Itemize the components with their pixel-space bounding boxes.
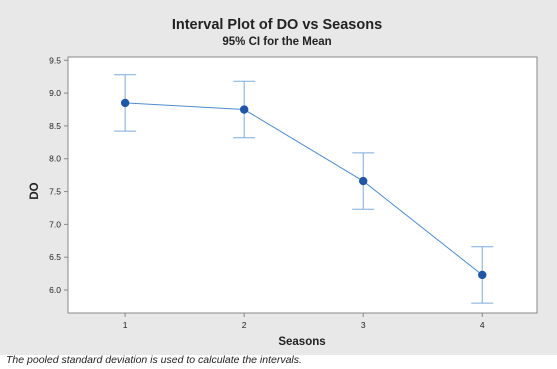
y-tick-label: 6.0	[49, 285, 61, 295]
x-tick-label: 1	[123, 320, 128, 330]
error-bars	[114, 74, 494, 304]
y-tick-label: 7.0	[49, 219, 61, 229]
x-tick-label: 2	[242, 320, 247, 330]
x-tick-label: 4	[480, 320, 485, 330]
y-axis-label: DO	[29, 182, 41, 199]
footnote: The pooled standard deviation is used to…	[6, 354, 302, 366]
y-tick-label: 7.5	[49, 187, 61, 197]
mean-point	[478, 270, 487, 280]
plot-area	[67, 56, 538, 314]
x-axis-label: Seasons	[278, 336, 325, 348]
mean-point	[239, 105, 249, 114]
chart-title: Interval Plot of DO vs Seasons	[172, 17, 382, 33]
x-axis: 1 2 3 4	[123, 313, 485, 330]
y-tick-label: 9.5	[49, 55, 61, 65]
chart-subtitle: 95% CI for the Mean	[222, 36, 331, 48]
y-tick-label: 6.5	[49, 252, 61, 262]
series-line	[125, 102, 483, 276]
mean-point	[120, 98, 130, 108]
mean-markers	[120, 98, 487, 280]
y-axis: 6.0 6.5 7.0 7.5 8.0 8.5 9.0 9.5	[49, 55, 68, 295]
y-tick-label: 9.0	[49, 88, 61, 98]
mean-point	[359, 176, 368, 186]
y-tick-label: 8.5	[49, 121, 61, 131]
x-tick-label: 3	[361, 320, 366, 330]
y-tick-label: 8.0	[49, 154, 61, 164]
mean-line	[125, 102, 483, 276]
